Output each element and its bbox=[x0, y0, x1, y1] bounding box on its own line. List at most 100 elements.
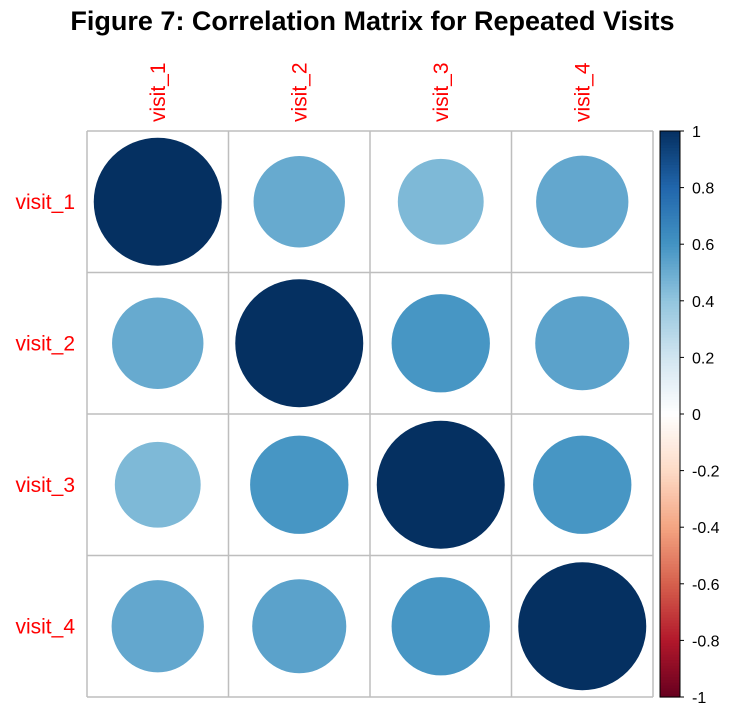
colorbar-segment bbox=[660, 487, 680, 492]
corr-circle-3-3 bbox=[376, 420, 505, 549]
colorbar-segment bbox=[660, 176, 680, 180]
colorbar-segment bbox=[660, 634, 680, 639]
colorbar-segment bbox=[660, 631, 680, 636]
colorbar-segment bbox=[660, 266, 680, 271]
colorbar-segment bbox=[660, 244, 680, 248]
colorbar-segment bbox=[660, 677, 680, 681]
colorbar-segment bbox=[660, 221, 680, 225]
colorbar-segment bbox=[660, 606, 680, 610]
colorbar-segment bbox=[660, 136, 680, 141]
colorbar-segment bbox=[660, 527, 680, 531]
column-label: visit_1 bbox=[147, 62, 170, 122]
column-label: visit_3 bbox=[430, 62, 453, 122]
colorbar-segment bbox=[660, 450, 680, 455]
colorbar-segment bbox=[660, 513, 680, 517]
colorbar-segment bbox=[660, 668, 680, 673]
colorbar-segment bbox=[660, 235, 680, 240]
colorbar-segment bbox=[660, 252, 680, 257]
colorbar-segment bbox=[660, 374, 680, 378]
colorbar-segment bbox=[660, 510, 680, 514]
colorbar-segment bbox=[660, 193, 680, 197]
colorbar-segment bbox=[660, 320, 680, 325]
corr-circle-1-2 bbox=[253, 156, 345, 248]
colorbar-segment bbox=[660, 595, 680, 599]
corr-circle-3-1 bbox=[114, 441, 201, 528]
colorbar-segment bbox=[660, 490, 680, 494]
colorbar-tick-label: -0.8 bbox=[692, 633, 720, 650]
row-label: visit_2 bbox=[15, 332, 75, 355]
colorbar-segment bbox=[660, 535, 680, 540]
corr-circle-4-4 bbox=[518, 562, 647, 691]
colorbar-segment bbox=[660, 408, 680, 412]
corr-circle-2-3 bbox=[391, 294, 490, 393]
colorbar-segment bbox=[660, 660, 680, 664]
corr-circle-1-1 bbox=[93, 137, 222, 266]
colorbar-segment bbox=[660, 504, 680, 508]
colorbar-segment bbox=[660, 184, 680, 189]
colorbar-segment bbox=[660, 629, 680, 633]
colorbar-segment bbox=[660, 620, 680, 625]
colorbar-segment bbox=[660, 286, 680, 291]
colorbar-segment bbox=[660, 433, 680, 438]
colorbar-segment bbox=[660, 456, 680, 460]
colorbar-segment bbox=[660, 470, 680, 475]
colorbar-segment bbox=[660, 643, 680, 647]
colorbar-segment bbox=[660, 552, 680, 557]
colorbar-segment bbox=[660, 402, 680, 407]
colorbar-segment bbox=[660, 657, 680, 661]
corr-circle-2-2 bbox=[235, 279, 364, 408]
colorbar-segment bbox=[660, 224, 680, 228]
colorbar-segment bbox=[660, 405, 680, 409]
colorbar-segment bbox=[660, 600, 680, 605]
colorbar-segment bbox=[660, 428, 680, 432]
colorbar-segment bbox=[660, 348, 680, 353]
colorbar-segment bbox=[660, 297, 680, 302]
colorbar-segment bbox=[660, 459, 680, 463]
colorbar-segment bbox=[660, 173, 680, 177]
colorbar-segment bbox=[660, 317, 680, 322]
colorbar-segment bbox=[660, 365, 680, 370]
colorbar-segment bbox=[660, 623, 680, 627]
colorbar-segment bbox=[660, 397, 680, 401]
colorbar-segment bbox=[660, 388, 680, 392]
colorbar-segment bbox=[660, 187, 680, 192]
colorbar-segment bbox=[660, 518, 680, 523]
colorbar-segment bbox=[660, 654, 680, 658]
colorbar-segment bbox=[660, 337, 680, 342]
colorbar-segment bbox=[660, 334, 680, 339]
colorbar-segment bbox=[660, 447, 680, 452]
colorbar-segment bbox=[660, 201, 680, 206]
colorbar-segment bbox=[660, 238, 680, 242]
colorbar-segment bbox=[660, 414, 680, 418]
row-label: visit_3 bbox=[15, 474, 75, 497]
colorbar-segment bbox=[660, 380, 680, 384]
colorbar-segment bbox=[660, 139, 680, 143]
colorbar-segment bbox=[660, 688, 680, 692]
colorbar-segment bbox=[660, 694, 680, 698]
colorbar-segment bbox=[660, 583, 680, 588]
colorbar-segment bbox=[660, 309, 680, 313]
colorbar-segment bbox=[660, 493, 680, 497]
colorbar-segment bbox=[660, 685, 680, 690]
colorbar-segment bbox=[660, 648, 680, 653]
colorbar-segment bbox=[660, 306, 680, 310]
colorbar-segment bbox=[660, 385, 680, 390]
colorbar-segment bbox=[660, 603, 680, 608]
colorbar-tick-label: 0.6 bbox=[692, 237, 714, 254]
colorbar-segment bbox=[660, 272, 680, 276]
colorbar-segment bbox=[660, 515, 680, 520]
column-label: visit_2 bbox=[288, 62, 311, 122]
colorbar-segment bbox=[660, 280, 680, 285]
colorbar-segment bbox=[660, 476, 680, 480]
colorbar-segment bbox=[660, 609, 680, 613]
colorbar-segment bbox=[660, 566, 680, 571]
colorbar-segment bbox=[660, 479, 680, 483]
colorbar-segment bbox=[660, 524, 680, 528]
colorbar-segment bbox=[660, 255, 680, 259]
column-label: visit_4 bbox=[571, 62, 594, 122]
colorbar-tick-label: 0 bbox=[692, 407, 701, 424]
colorbar-segment bbox=[660, 521, 680, 525]
colorbar-segment bbox=[660, 436, 680, 441]
colorbar-segment bbox=[660, 445, 680, 449]
colorbar-tick-label: 0.4 bbox=[692, 294, 714, 311]
